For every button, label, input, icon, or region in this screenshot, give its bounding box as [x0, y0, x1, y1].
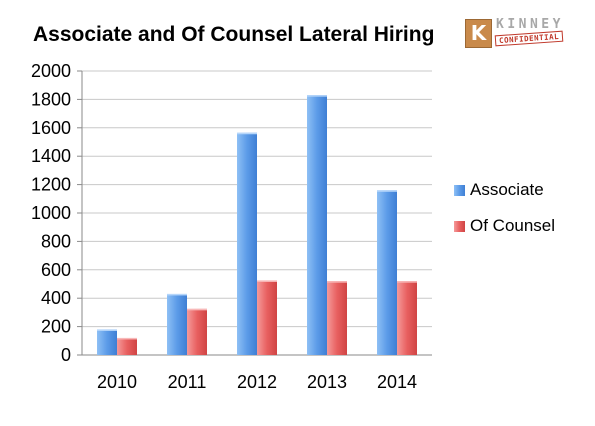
bar-highlight: [327, 281, 347, 283]
bar-of-counsel: [397, 281, 417, 355]
legend-swatch: [454, 185, 465, 196]
logo-mark-icon: K: [465, 19, 492, 48]
legend-swatch: [454, 221, 465, 232]
y-tick-label: 200: [41, 317, 71, 337]
bar-highlight: [97, 329, 117, 331]
y-tick-label: 400: [41, 288, 71, 308]
bars: [97, 95, 417, 355]
legend-label: Of Counsel: [470, 216, 555, 235]
legend: Associate Of Counsel: [454, 180, 555, 235]
y-tick-label: 2000: [31, 61, 71, 81]
bar-associate: [307, 95, 327, 355]
y-tick-label: 800: [41, 231, 71, 251]
bar-highlight: [167, 293, 187, 296]
logo-name: KINNEY: [496, 17, 564, 32]
bar-of-counsel: [257, 280, 277, 355]
bar-of-counsel: [187, 308, 207, 355]
bar-highlight: [117, 337, 137, 340]
bar-of-counsel: [117, 337, 137, 355]
y-tick-label: 1600: [31, 118, 71, 138]
y-tick-label: 1800: [31, 89, 71, 109]
bar-highlight: [397, 281, 417, 283]
x-axis-ticks: 2010 2011 2012 2013 2014: [97, 372, 417, 392]
bar-associate: [167, 293, 187, 355]
bar-highlight: [237, 132, 257, 135]
bar-highlight: [307, 95, 327, 97]
bar-highlight: [257, 280, 277, 282]
bar-associate: [377, 190, 397, 355]
bar-of-counsel: [327, 281, 347, 355]
x-tick-label: 2012: [237, 372, 277, 392]
y-tick-label: 1200: [31, 175, 71, 195]
chart-title: Associate and Of Counsel Lateral Hiring: [33, 23, 435, 46]
x-tick-label: 2011: [168, 372, 207, 392]
y-tick-label: 1000: [31, 203, 71, 223]
bar-highlight: [377, 190, 397, 192]
y-tick-label: 600: [41, 260, 71, 280]
y-tick-label: 0: [61, 345, 71, 365]
y-tick-label: 1400: [31, 146, 71, 166]
x-tick-label: 2010: [97, 372, 137, 392]
kinney-logo: K KINNEY CONFIDENTIAL: [465, 17, 585, 51]
legend-label: Associate: [470, 180, 544, 199]
bar-highlight: [187, 308, 207, 311]
x-tick-label: 2013: [307, 372, 347, 392]
y-axis-ticks: 0 200 400 600 800 1000 1200 1400 1600 1800 2000: [31, 61, 83, 365]
bar-associate: [237, 132, 257, 355]
bar-associate: [97, 329, 117, 355]
x-tick-label: 2014: [377, 372, 417, 392]
logo-letter: K: [470, 21, 487, 45]
